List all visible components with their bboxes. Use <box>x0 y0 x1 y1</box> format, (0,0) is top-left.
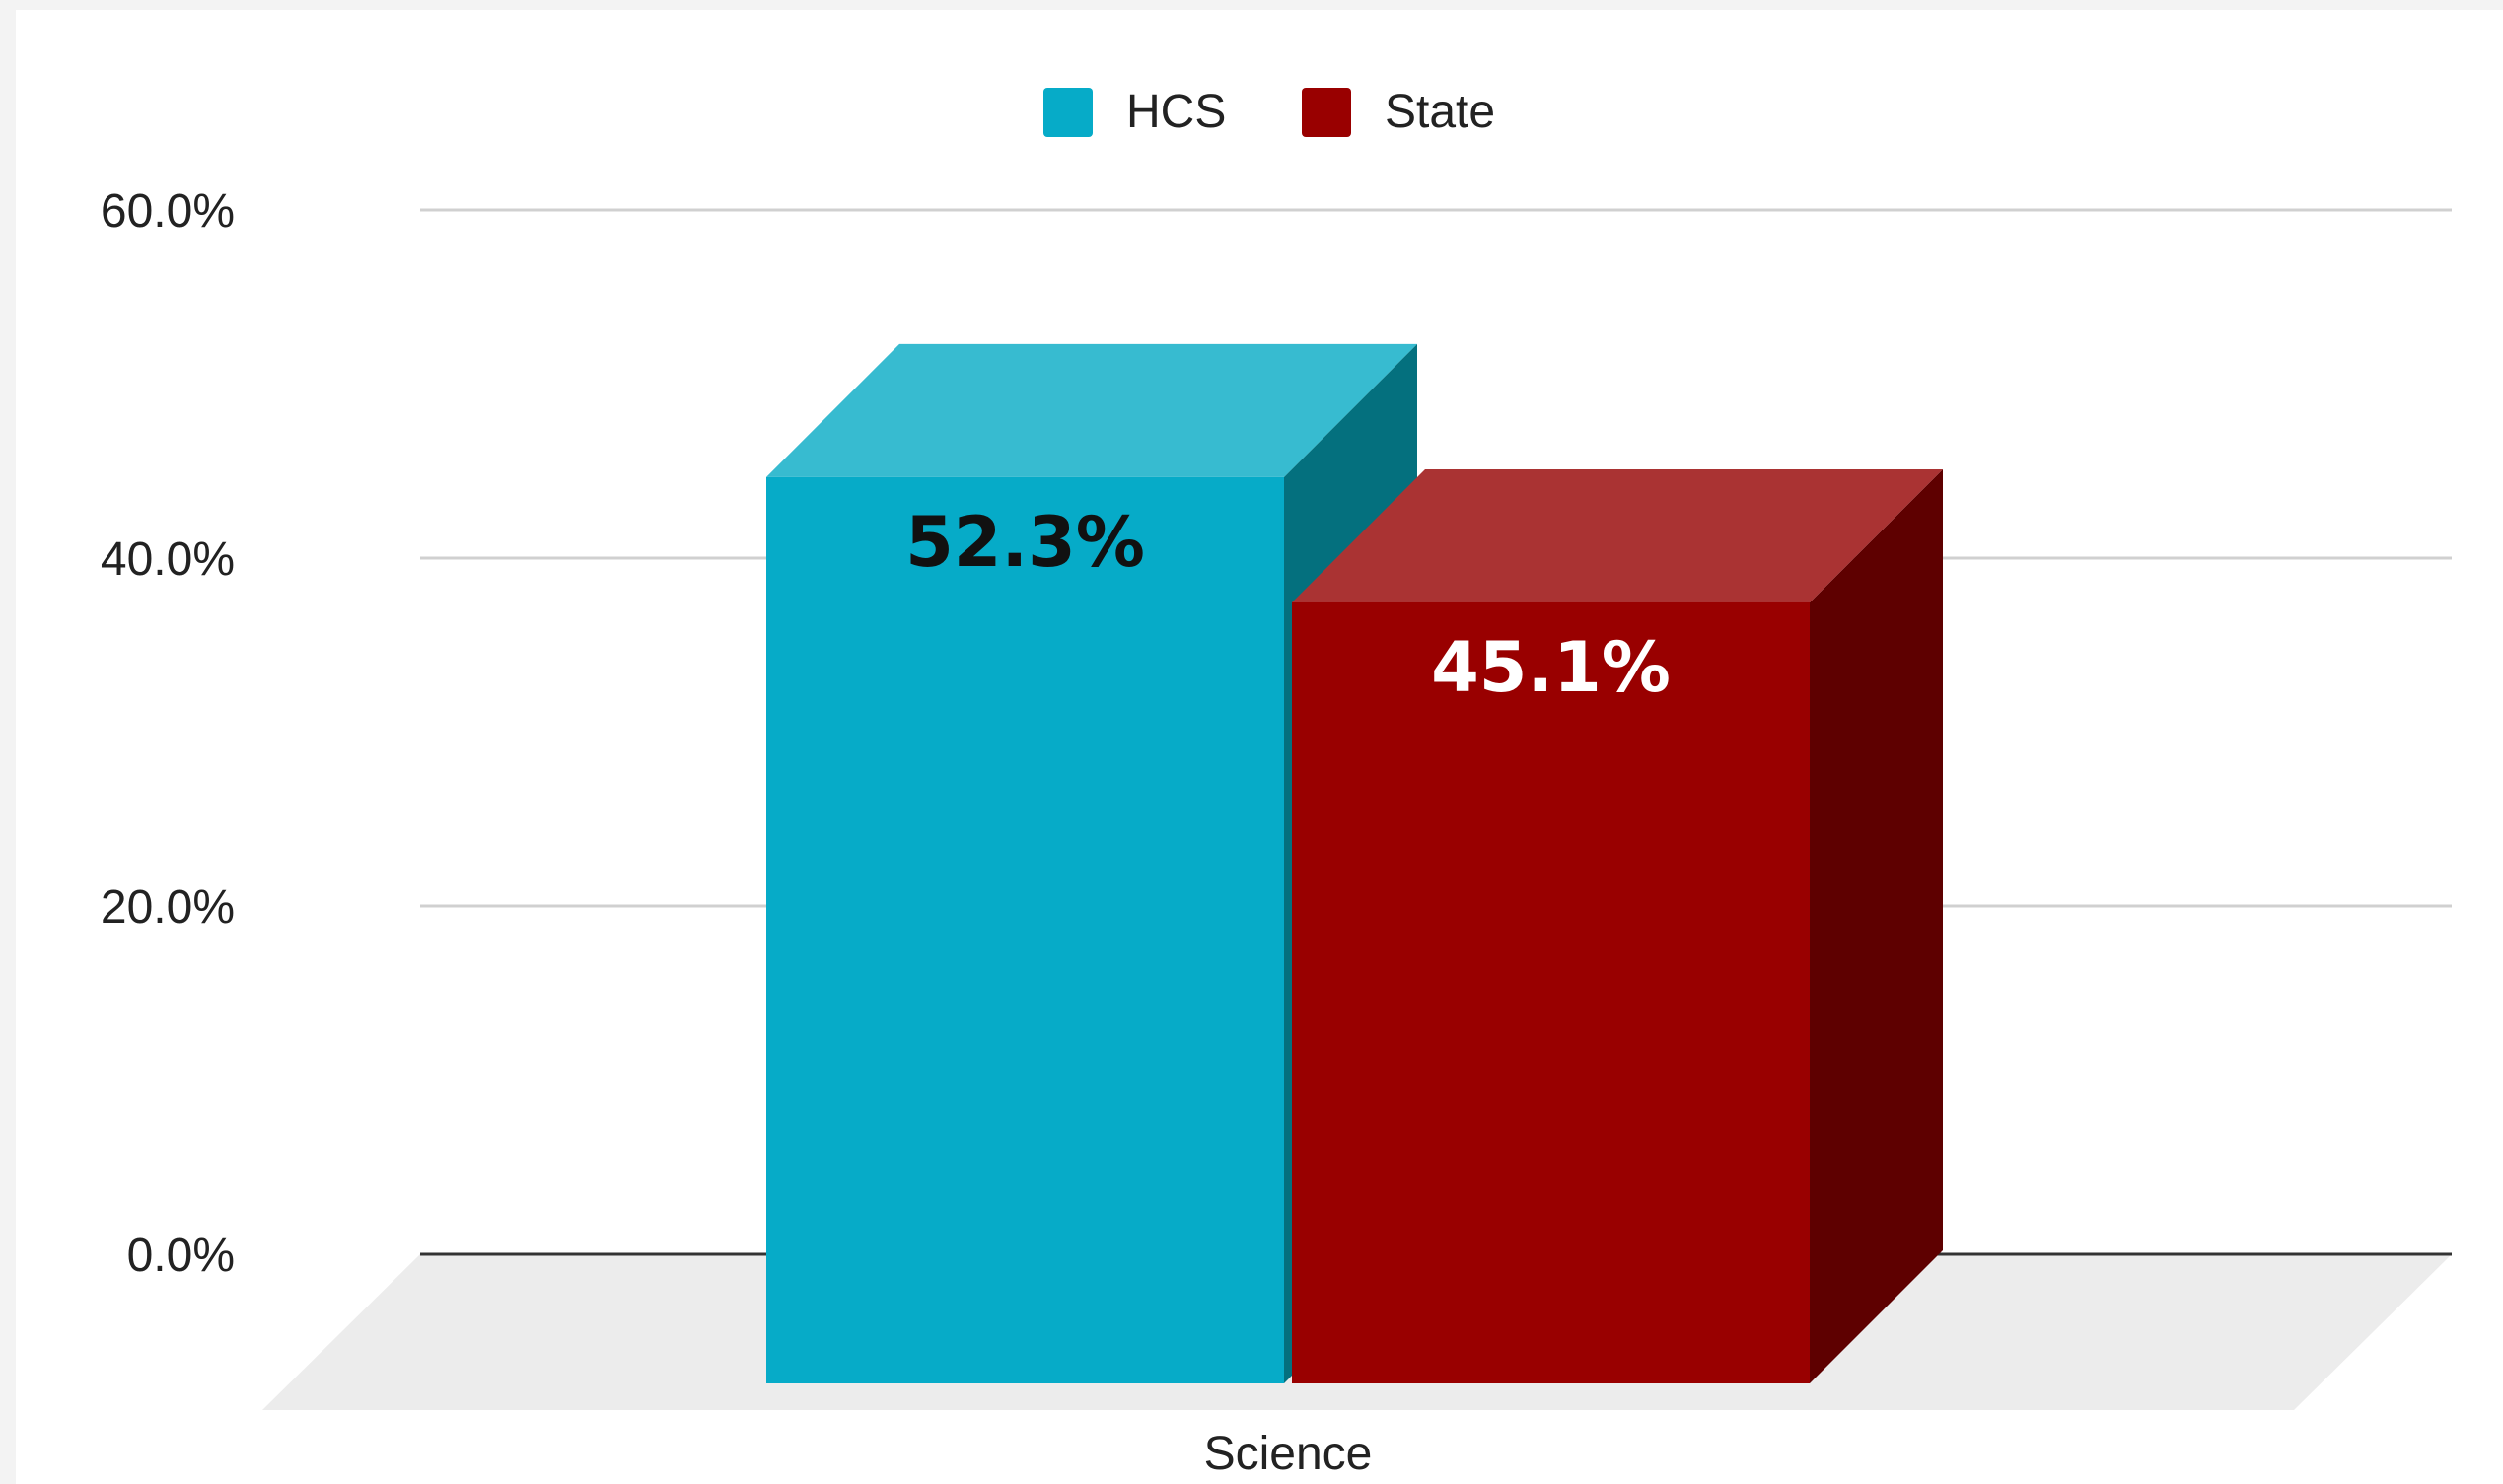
y-tick-label: 60.0% <box>101 185 235 238</box>
bar-front-face <box>1292 602 1810 1383</box>
legend-label: HCS <box>1126 86 1226 138</box>
bar-state <box>1292 469 1943 1383</box>
y-axis-ticks: 0.0% 20.0% 40.0% 60.0% <box>101 185 235 1282</box>
y-tick-label: 0.0% <box>127 1230 235 1282</box>
legend-item-hcs: HCS <box>1043 86 1226 138</box>
data-label: 45.1% <box>1431 627 1671 708</box>
x-axis-categories: Science <box>1204 1428 1373 1480</box>
legend-item-state: State <box>1302 86 1495 138</box>
bar-chart: 0.0%20.0%40.0%60.0% 52.3%45.1% HCS State … <box>16 10 2503 1484</box>
y-tick-label: 20.0% <box>101 882 235 934</box>
x-category-label: Science <box>1204 1428 1373 1480</box>
bar-front-face <box>766 477 1284 1383</box>
legend: HCS State <box>1043 86 1495 138</box>
bars <box>766 344 1943 1383</box>
data-label: 52.3% <box>905 502 1145 583</box>
bar-side-face <box>1810 469 1943 1383</box>
y-tick-label: 40.0% <box>101 533 235 586</box>
legend-swatch <box>1302 88 1351 137</box>
legend-swatch <box>1043 88 1093 137</box>
chart-card: 0.0% 20.0% 40.0% 60.0% 52.3% 45.1% HCS State … <box>16 10 2503 1484</box>
legend-label: State <box>1385 86 1495 138</box>
